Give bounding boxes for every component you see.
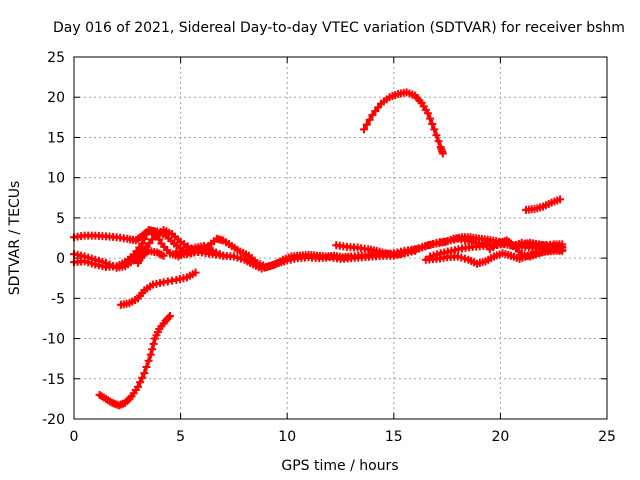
series-arc-late: [521, 195, 565, 214]
x-tick-label: 15: [385, 429, 403, 445]
y-tick-label: -15: [42, 372, 65, 388]
data-point: [140, 235, 149, 244]
y-tick-label: 0: [56, 251, 65, 267]
y-tick-label: 10: [47, 171, 65, 187]
data-point: [428, 120, 437, 129]
y-tick-label: -5: [51, 291, 65, 307]
data-point: [142, 230, 151, 239]
data-point: [140, 369, 149, 378]
y-tick-label: 20: [47, 90, 65, 106]
series-arc-dip: [95, 312, 174, 410]
x-tick-label: 10: [278, 429, 296, 445]
x-tick-label: 5: [176, 429, 185, 445]
series-arc-j: [426, 238, 567, 261]
data-point: [432, 131, 441, 140]
x-axis-label: GPS time / hours: [281, 458, 398, 474]
series-arc-peak: [359, 88, 447, 158]
data-point: [362, 120, 371, 129]
data-point: [155, 235, 164, 244]
x-tick-label: 20: [491, 429, 509, 445]
y-tick-label: 25: [47, 50, 65, 66]
y-tick-label: 15: [47, 130, 65, 146]
data-point: [159, 251, 168, 260]
data-point: [423, 109, 432, 118]
data-point: [149, 339, 158, 348]
data-series: [70, 88, 567, 410]
y-tick-label: -20: [42, 412, 65, 428]
data-point: [146, 350, 155, 359]
data-point: [359, 125, 368, 134]
plot-frame: [73, 56, 608, 420]
data-point: [438, 149, 447, 158]
data-point: [191, 268, 200, 277]
chart-title: Day 016 of 2021, Sidereal Day-to-day VTE…: [53, 20, 625, 36]
series-trace: [362, 90, 445, 156]
series-arc-neg5: [116, 268, 200, 309]
data-point: [142, 362, 151, 371]
x-tick-label: 0: [70, 429, 79, 445]
data-point: [434, 137, 443, 146]
data-point: [138, 239, 147, 248]
data-point: [144, 356, 153, 365]
data-point: [164, 313, 173, 322]
y-tick-label: -10: [42, 332, 65, 348]
series-arc-d: [133, 246, 168, 267]
data-point: [148, 345, 157, 354]
data-point: [133, 382, 142, 391]
data-point: [165, 312, 174, 321]
y-tick-label: 5: [56, 211, 65, 227]
data-point: [558, 240, 567, 249]
x-tick-label: 25: [598, 429, 616, 445]
data-point: [426, 114, 435, 123]
data-point: [365, 115, 374, 124]
data-point: [136, 378, 145, 387]
data-point: [556, 195, 565, 204]
data-point: [138, 373, 147, 382]
y-axis-label: SDTVAR / TECUs: [7, 181, 23, 296]
data-point: [430, 125, 439, 134]
